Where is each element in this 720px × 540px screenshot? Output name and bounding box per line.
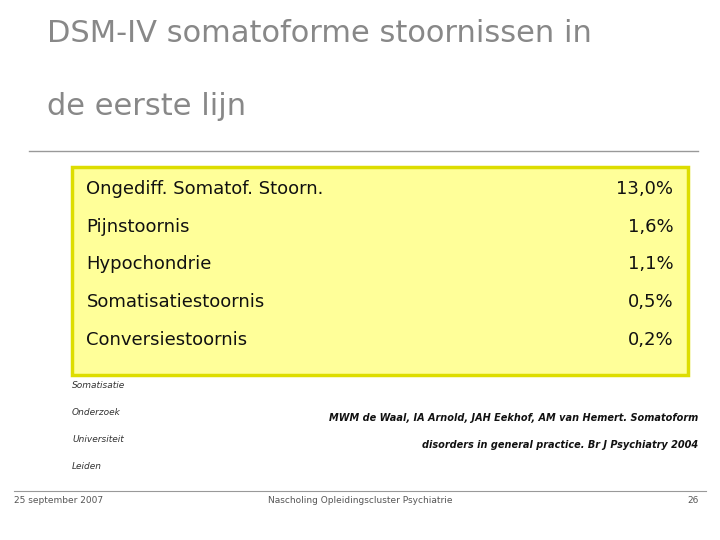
Text: de eerste lijn: de eerste lijn: [47, 92, 246, 121]
Text: Somatisatie: Somatisatie: [72, 381, 125, 390]
Text: 13,0%: 13,0%: [616, 180, 673, 198]
Text: Hypochondrie: Hypochondrie: [86, 255, 212, 273]
Text: 26: 26: [687, 496, 698, 505]
FancyBboxPatch shape: [72, 167, 688, 375]
Text: DSM-IV somatoforme stoornissen in: DSM-IV somatoforme stoornissen in: [47, 19, 592, 48]
Text: 0,2%: 0,2%: [628, 331, 673, 349]
Text: Nascholing Opleidingscluster Psychiatrie: Nascholing Opleidingscluster Psychiatrie: [268, 496, 452, 505]
Text: Pijnstoornis: Pijnstoornis: [86, 218, 190, 235]
Text: Leiden: Leiden: [72, 462, 102, 471]
Text: 0,5%: 0,5%: [628, 293, 673, 311]
Text: disorders in general practice. Br J Psychiatry 2004: disorders in general practice. Br J Psyc…: [422, 440, 698, 450]
Text: Ongediff. Somatof. Stoorn.: Ongediff. Somatof. Stoorn.: [86, 180, 324, 198]
Text: 1,6%: 1,6%: [628, 218, 673, 235]
Text: Onderzoek: Onderzoek: [72, 408, 121, 417]
Text: Universiteit: Universiteit: [72, 435, 124, 444]
Text: 25 september 2007: 25 september 2007: [14, 496, 104, 505]
Text: Conversiestoornis: Conversiestoornis: [86, 331, 248, 349]
Text: Somatisatiestoornis: Somatisatiestoornis: [86, 293, 265, 311]
Text: 1,1%: 1,1%: [628, 255, 673, 273]
Text: MWM de Waal, IA Arnold, JAH Eekhof, AM van Hemert. Somatoform: MWM de Waal, IA Arnold, JAH Eekhof, AM v…: [329, 413, 698, 423]
